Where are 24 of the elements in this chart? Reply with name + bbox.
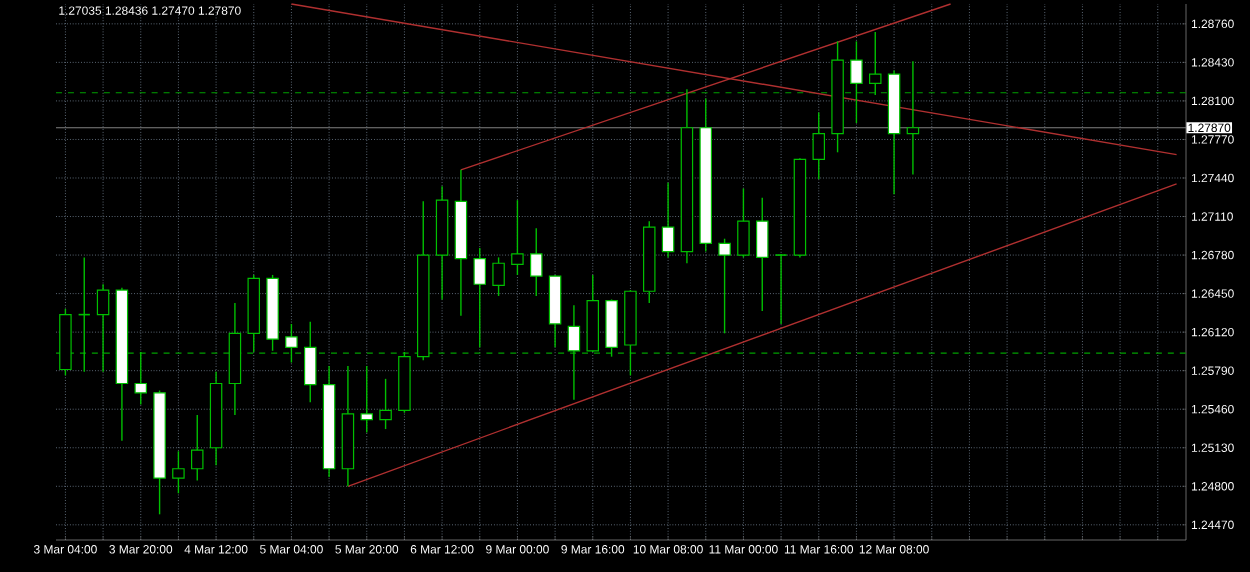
candlestick [869, 31, 882, 96]
candlestick [96, 283, 110, 373]
candlestick [172, 450, 185, 494]
candlestick [285, 323, 298, 364]
candlestick [530, 227, 543, 297]
candlestick [718, 238, 731, 334]
candlestick [774, 253, 788, 325]
candlestick [737, 187, 750, 259]
candlestick [360, 365, 373, 434]
candlestick [492, 256, 505, 297]
candlestick [850, 40, 863, 124]
candlestick [379, 378, 392, 430]
candlestick [191, 414, 204, 482]
candlestick [661, 181, 675, 259]
candlestick [812, 111, 826, 180]
candlestick [605, 298, 618, 358]
candlestick [567, 304, 581, 401]
candlestick [511, 199, 524, 276]
candlestick [548, 274, 562, 349]
candlestick [756, 197, 769, 312]
candlestick [134, 351, 147, 406]
candlestick [473, 247, 486, 349]
candlestick [906, 60, 920, 176]
candlestick [304, 320, 317, 403]
